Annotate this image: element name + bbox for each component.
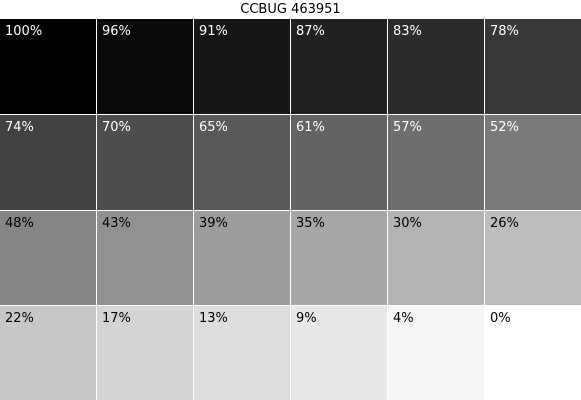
gray-swatch-grid: 100% 96% 91% 87% 83% 78% 74% 70% 65% 61% 57% 52% 48%… — [0, 19, 581, 400]
gray-swatch: 70% — [97, 115, 193, 210]
swatch-label: 61% — [296, 120, 325, 135]
swatch-label: 48% — [5, 216, 34, 231]
swatch-label: 26% — [490, 216, 519, 231]
swatch-label: 78% — [490, 24, 519, 39]
gray-swatch: 4% — [388, 306, 484, 400]
gray-swatch: 91% — [194, 19, 290, 114]
swatch-label: 30% — [393, 216, 422, 231]
swatch-label: 0% — [490, 311, 511, 326]
swatch-label: 83% — [393, 24, 422, 39]
gray-swatch: 78% — [485, 19, 581, 114]
gray-swatch: 13% — [194, 306, 290, 400]
gray-swatch: 9% — [291, 306, 387, 400]
gray-swatch: 39% — [194, 211, 290, 305]
swatch-label: 4% — [393, 311, 414, 326]
gray-swatch: 30% — [388, 211, 484, 305]
gray-swatch: 83% — [388, 19, 484, 114]
swatch-label: 100% — [5, 24, 43, 39]
swatch-label: 17% — [102, 311, 131, 326]
swatch-label: 39% — [199, 216, 228, 231]
gray-swatch: 0% — [485, 306, 581, 400]
swatch-label: 22% — [5, 311, 34, 326]
swatch-label: 9% — [296, 311, 317, 326]
swatch-label: 96% — [102, 24, 131, 39]
gray-swatch: 74% — [0, 115, 96, 210]
gray-swatch: 65% — [194, 115, 290, 210]
swatch-label: 43% — [102, 216, 131, 231]
gray-swatch: 43% — [97, 211, 193, 305]
swatch-label: 91% — [199, 24, 228, 39]
gray-swatch: 35% — [291, 211, 387, 305]
gray-swatch: 48% — [0, 211, 96, 305]
swatch-label: 65% — [199, 120, 228, 135]
swatch-label: 13% — [199, 311, 228, 326]
gray-swatch: 52% — [485, 115, 581, 210]
gray-swatch: 96% — [97, 19, 193, 114]
gray-swatch: 26% — [485, 211, 581, 305]
swatch-label: 52% — [490, 120, 519, 135]
gray-swatch: 17% — [97, 306, 193, 400]
gray-swatch: 100% — [0, 19, 96, 114]
swatch-label: 74% — [5, 120, 34, 135]
chart-title: CCBUG 463951 — [240, 2, 341, 17]
swatch-label: 57% — [393, 120, 422, 135]
swatch-label: 35% — [296, 216, 325, 231]
gray-swatch: 87% — [291, 19, 387, 114]
gray-swatch: 57% — [388, 115, 484, 210]
swatch-label: 70% — [102, 120, 131, 135]
swatch-label: 87% — [296, 24, 325, 39]
gray-swatch: 61% — [291, 115, 387, 210]
gray-swatch: 22% — [0, 306, 96, 400]
